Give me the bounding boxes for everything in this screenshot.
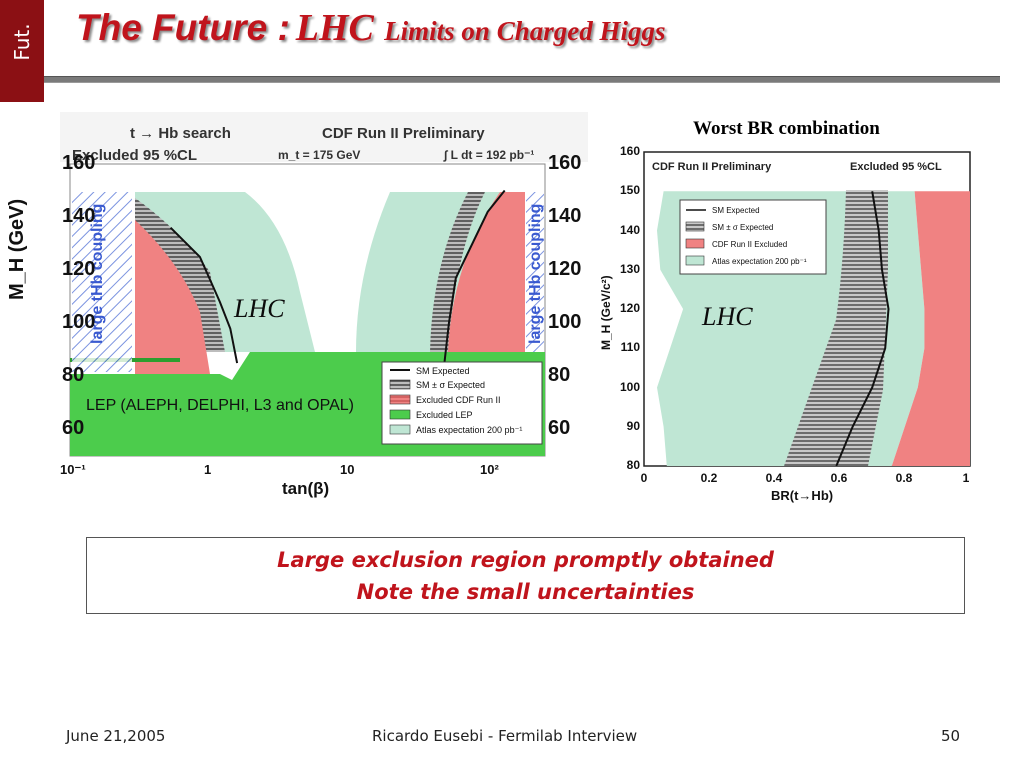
right-legend-sm-sigma: SM ± σ Expected [712,223,773,232]
r-x-tick-0.6: 0.6 [831,471,848,485]
footer-center: Ricardo Eusebi - Fermilab Interview [372,727,638,745]
r-y-tick-100: 100 [620,380,640,394]
left-y-tick-80: 80 [62,364,84,386]
left-x-axis-label: tan(β) [282,479,329,498]
right-legend-sm-expected: SM Expected [712,206,760,215]
right-chart-heading: Worst BR combination [693,118,880,139]
right-chart-legend: SM Expected SM ± σ Expected CDF Run II E… [679,199,827,275]
left-chart-header-right: CDF Run II Preliminary [322,125,485,142]
coupling-band-left [72,192,132,372]
r-y-tick-120: 120 [620,301,640,315]
left-legend-sm-expected: SM Expected [416,366,470,376]
right-y-tick-60: 60 [548,417,570,439]
left-y-tick-60: 60 [62,417,84,439]
right-legend-atlas: Atlas expectation 200 pb⁻¹ [712,257,807,266]
conclusion-box: Large exclusion region promptly obtained… [86,537,965,614]
left-chart-mass-label: m_t = 175 GeV [278,148,360,162]
x-tick-10: 10 [340,462,354,477]
r-x-tick-0.2: 0.2 [701,471,718,485]
right-x-axis-label: BR(t→Hb) [771,488,833,503]
right-y-tick-120: 120 [548,258,581,280]
x-tick-1: 1 [204,462,211,477]
title-part3: Limits on Charged Higgs [384,16,666,46]
title-divider [44,76,1000,83]
left-plot-area: large tHb coupling large tHb coupling LE… [69,163,546,457]
right-y-tick-80: 80 [548,364,570,386]
cdf-excluded-right [448,192,525,352]
left-chart-svg: t → Hb search CDF Run II Preliminary Exc… [60,112,588,498]
left-legend-cdf-excluded: Excluded CDF Run II [416,395,501,405]
lhc-label-left: LHC [234,294,285,323]
left-y-tick-140: 140 [62,205,95,227]
r-x-tick-0.4: 0.4 [766,471,783,485]
r-x-tick-0: 0 [641,471,648,485]
right-sm-expected-curve [835,191,890,467]
conclusion-line-1: Large exclusion region promptly obtained [277,548,774,572]
left-chart-lumi-label: ∫ L dt = 192 pb⁻¹ [443,148,534,162]
conclusion-line-2: Note the small uncertainties [356,580,695,604]
r-x-tick-1: 1 [963,471,970,485]
right-cdf-excluded-region [891,191,970,467]
left-chart-excluded-label: Excluded 95 %CL [72,147,197,164]
slide-title: The Future : LHC Limits on Charged Higgs [76,6,665,50]
right-legend-cdf-excluded: CDF Run II Excluded [712,240,787,249]
right-chart-header-right: Excluded 95 %CL [850,161,942,173]
right-sigma-band [784,190,888,466]
left-y-tick-160: 160 [62,152,95,174]
footer-date: June 21,2005 [66,727,166,745]
r-x-tick-0.8: 0.8 [896,471,913,485]
cdf-excluded-left [135,220,210,374]
sm-expected-curve-left [169,226,239,364]
left-y-tick-120: 120 [62,258,95,280]
r-y-tick-90: 90 [627,419,641,433]
r-y-tick-130: 130 [620,262,640,276]
right-chart: CDF Run II Preliminary Excluded 95 %CL S… [596,140,988,504]
r-y-tick-140: 140 [620,223,640,237]
coupling-label-left: large tHb coupling [89,204,106,344]
x-tick-0.1: 10⁻¹ [60,462,86,477]
right-y-tick-100: 100 [548,311,581,333]
right-chart-header-left: CDF Run II Preliminary [652,161,772,173]
left-chart-header-left: t → Hb search [130,125,231,142]
left-legend-lep-excluded: Excluded LEP [416,410,473,420]
sigma-band-right [430,192,485,352]
right-y-tick-140: 140 [548,205,581,227]
left-legend-atlas: Atlas expectation 200 pb⁻¹ [416,425,522,435]
lhc-label-right: LHC [702,302,753,331]
r-y-tick-150: 150 [620,183,640,197]
coupling-band-right [526,192,544,352]
title-part2: LHC [295,7,374,49]
left-legend-sm-sigma: SM ± σ Expected [416,380,485,390]
left-y-axis-label: M_H (GeV) [6,198,28,300]
left-chart: t → Hb search CDF Run II Preliminary Exc… [60,112,588,498]
left-chart-legend: SM Expected SM ± σ Expected Excluded CDF… [381,361,543,445]
x-tick-100: 10² [480,462,499,477]
lep-label: LEP (ALEPH, DELPHI, L3 and OPAL) [86,397,354,414]
r-y-tick-160: 160 [620,144,640,158]
title-part1: The Future : [76,7,290,48]
left-y-tick-100: 100 [62,311,95,333]
right-y-tick-160: 160 [548,152,581,174]
footer-page-number: 50 [941,727,961,745]
coupling-label-right: large tHb coupling [527,204,544,344]
r-y-tick-80: 80 [627,458,641,472]
sm-expected-curve-right [443,189,506,364]
section-tab-label: Fut. [10,23,34,61]
right-chart-svg: CDF Run II Preliminary Excluded 95 %CL S… [596,140,988,504]
right-y-axis-label: M_H (GeV/c²) [599,275,613,350]
section-tab: Fut. [0,0,44,102]
r-y-tick-110: 110 [621,340,641,354]
